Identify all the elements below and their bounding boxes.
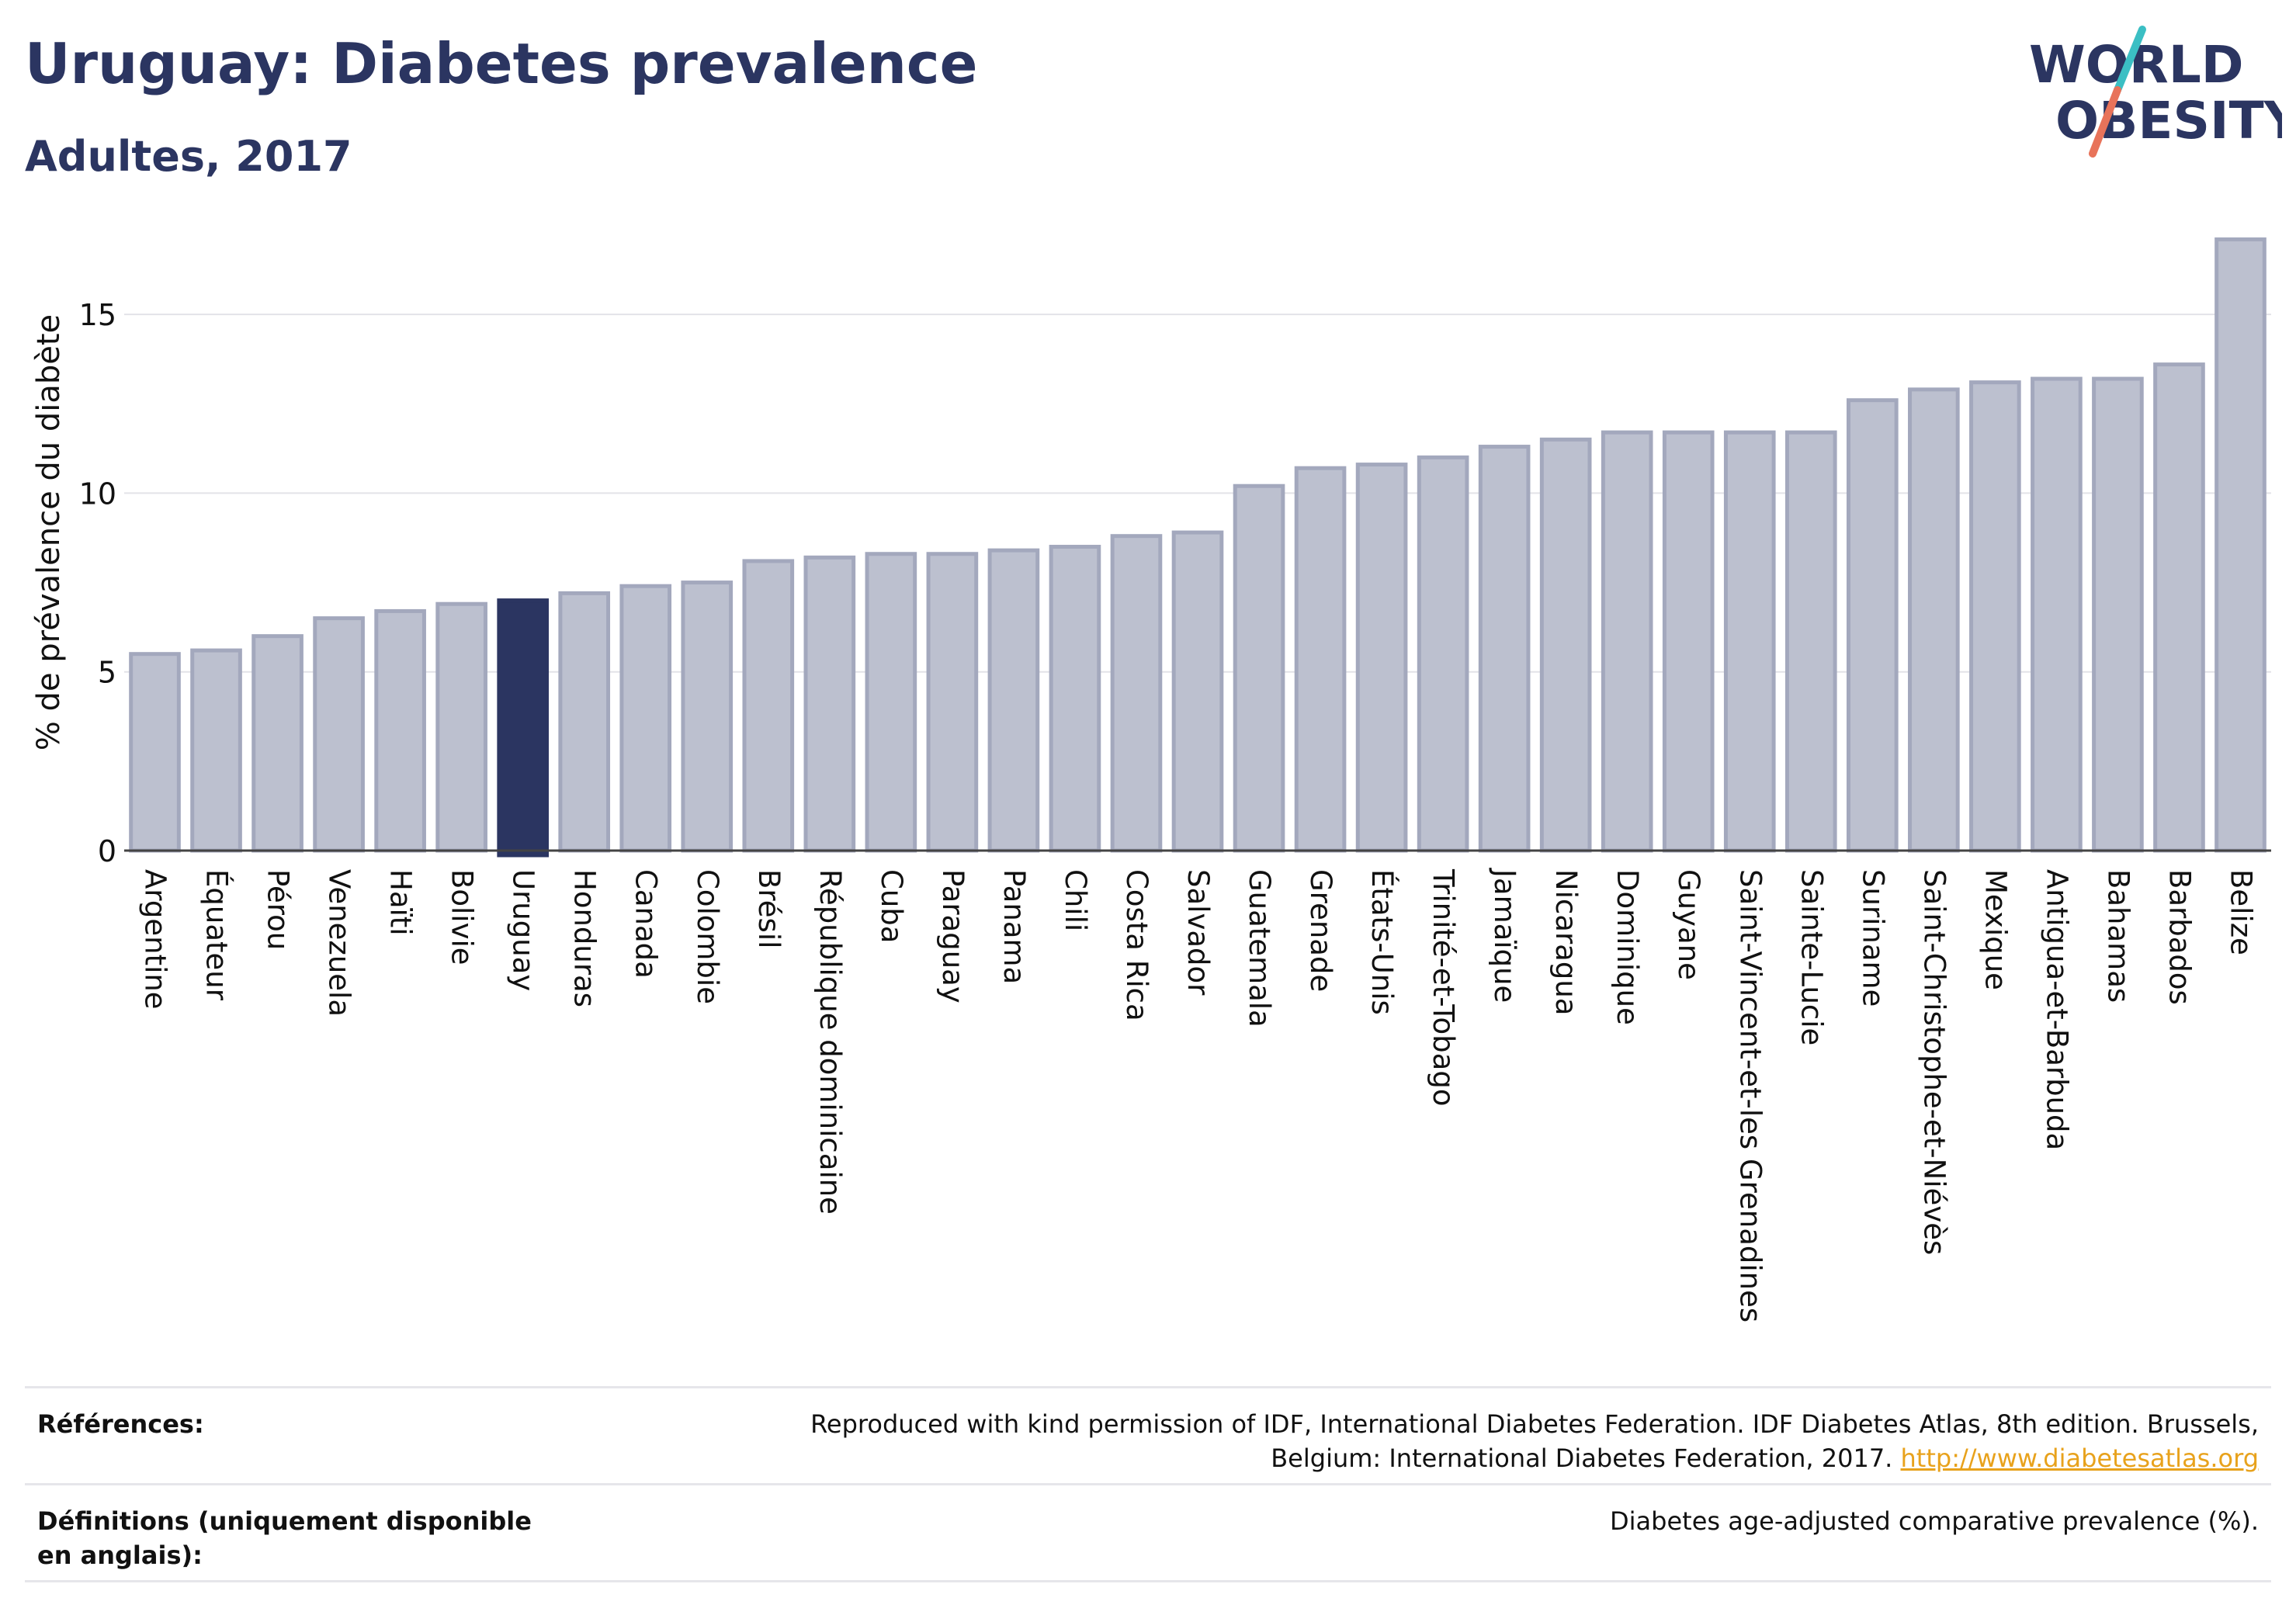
definitions-label: Définitions (uniquement disponible en an… (37, 1506, 532, 1570)
logo-slash-bottom (2089, 86, 2121, 158)
y-axis-label: % de prévalence du diabète (31, 314, 67, 750)
bar-mexique[interactable] (1969, 380, 2021, 853)
bar-jama-que[interactable] (1478, 445, 1531, 853)
bar-bolivie[interactable] (435, 601, 487, 853)
x-tick-label: Costa Rica (1120, 869, 1153, 1021)
y-tick-label: 15 (79, 298, 116, 332)
x-tick-label: Saint-Vincent-et-les Grenadines (1733, 869, 1767, 1322)
bars (129, 237, 2267, 858)
bar-antigua-et-barbuda[interactable] (2031, 376, 2083, 853)
x-tick-label: Canada (629, 869, 663, 979)
x-tick-label: Équateur (200, 869, 234, 1001)
x-tick-label: Salvador (1181, 869, 1215, 996)
x-tick-label: Haïti (384, 869, 418, 936)
bar-suriname[interactable] (1846, 398, 1899, 853)
x-tick-label: Venezuela (323, 869, 356, 1017)
bar-grenade[interactable] (1294, 466, 1347, 853)
bar-ha-ti[interactable] (374, 608, 426, 853)
bar-canada[interactable] (619, 584, 672, 853)
references-citation: Reproduced with kind permission of IDF, … (810, 1409, 2259, 1473)
bar-r-publique-dominicaine[interactable] (803, 555, 856, 853)
world-obesity-logo: WORLD OBESITY (2029, 26, 2282, 158)
bar-salvador[interactable] (1171, 530, 1224, 853)
bar-honduras[interactable] (558, 591, 611, 853)
bar-p-rou[interactable] (251, 634, 303, 853)
definitions-text: Diabetes age-adjusted comparative preval… (1610, 1506, 2259, 1536)
x-tick-label: Mexique (1979, 869, 2012, 990)
bar-argentine[interactable] (129, 652, 181, 853)
y-tick-label: 10 (79, 477, 116, 511)
bar-trinit-et-tobago[interactable] (1417, 455, 1469, 853)
x-tick-label: Sainte-Lucie (1795, 869, 1828, 1045)
x-tick-label: Brésil (752, 869, 786, 948)
references-link[interactable]: http://www.diabetesatlas.org (1900, 1444, 2259, 1473)
bar-venezuela[interactable] (313, 616, 365, 853)
references-row: Références: Reproduced with kind permiss… (25, 1386, 2271, 1483)
bar-bahamas[interactable] (2092, 376, 2144, 853)
x-tick-label: Panama (997, 869, 1031, 984)
bar-cuba[interactable] (865, 552, 917, 853)
bar-guyane[interactable] (1662, 430, 1715, 853)
bar-paraguay[interactable] (926, 552, 979, 853)
bar-chart: 0 5 10 15 Argentine Équateur Pérou Venezuela Haï… (31, 237, 2271, 1322)
x-tick-label: Belize (2224, 869, 2257, 955)
x-tick-label: Uruguay (507, 869, 540, 991)
x-tick-label: Jamaïque (1488, 868, 1521, 1003)
x-tick-label: Bolivie (446, 869, 479, 965)
x-tick-label: Cuba (875, 869, 908, 943)
bar-sainte-lucie[interactable] (1784, 430, 1837, 853)
bar-uruguay[interactable] (497, 598, 550, 858)
x-tick-label: Nicaragua (1549, 869, 1583, 1015)
bar-barbados[interactable] (2153, 362, 2205, 853)
x-tick-label: Chili (1059, 869, 1092, 931)
x-tick-label: Suriname (1856, 869, 1889, 1007)
x-tick-label: Paraguay (936, 869, 969, 1003)
x-tick-label: Antigua-et-Barbuda (2040, 869, 2073, 1150)
bar-guatemala[interactable] (1233, 483, 1285, 853)
x-tick-label: Dominique (1611, 869, 1644, 1025)
bar-panama[interactable] (987, 548, 1040, 853)
y-tick-label: 0 (98, 834, 116, 868)
chart-title: Uruguay: Diabetes prevalence (25, 31, 978, 96)
bar-nicaragua[interactable] (1539, 437, 1592, 853)
chart-subtitle: Adultes, 2017 (25, 132, 352, 181)
bar-costa-rica[interactable] (1110, 534, 1163, 853)
bar--tats-unis[interactable] (1355, 463, 1408, 853)
footer-table: Références: Reproduced with kind permiss… (25, 1386, 2271, 1582)
x-tick-label: Guatemala (1243, 869, 1276, 1028)
bar-colombie[interactable] (681, 581, 734, 853)
references-text: Reproduced with kind permission of IDF, … (706, 1407, 2259, 1475)
bar-br-sil[interactable] (742, 559, 795, 853)
y-tick-label: 5 (98, 656, 116, 690)
x-tick-label: Saint-Christophe-et-Niévès (1917, 869, 1951, 1255)
logo-slash-top (2114, 26, 2146, 94)
bar-belize[interactable] (2214, 237, 2267, 853)
x-tick-label: Argentine (139, 869, 172, 1010)
x-tick-label: Colombie (691, 869, 724, 1004)
x-tick-label: Bahamas (2101, 869, 2135, 1003)
x-tick-label: République dominicaine (813, 869, 847, 1215)
x-tick-label: États-Unis (1365, 869, 1399, 1015)
x-tick-label: Trinité-et-Tobago (1427, 868, 1460, 1106)
x-tick-label: Guyane (1672, 869, 1705, 980)
references-label: Références: (37, 1409, 204, 1439)
logo-line-2: OBESITY (2055, 91, 2282, 151)
bar-dominique[interactable] (1601, 430, 1653, 853)
bar-saint-christophe-et-ni-v-s[interactable] (1908, 387, 1960, 853)
bar-chili[interactable] (1049, 545, 1101, 853)
bar--quateur[interactable] (190, 648, 242, 853)
x-tick-label: Pérou (262, 869, 295, 950)
definitions-row: Définitions (uniquement disponible en an… (25, 1483, 2271, 1582)
x-tick-label: Honduras (568, 869, 602, 1007)
axes: 0 5 10 15 Argentine Équateur Pérou Venezuela Haï… (79, 298, 2271, 1322)
x-tick-label: Barbados (2162, 869, 2196, 1005)
bar-saint-vincent-et-les-grenadines[interactable] (1723, 430, 1776, 853)
x-tick-label: Grenade (1304, 869, 1337, 992)
